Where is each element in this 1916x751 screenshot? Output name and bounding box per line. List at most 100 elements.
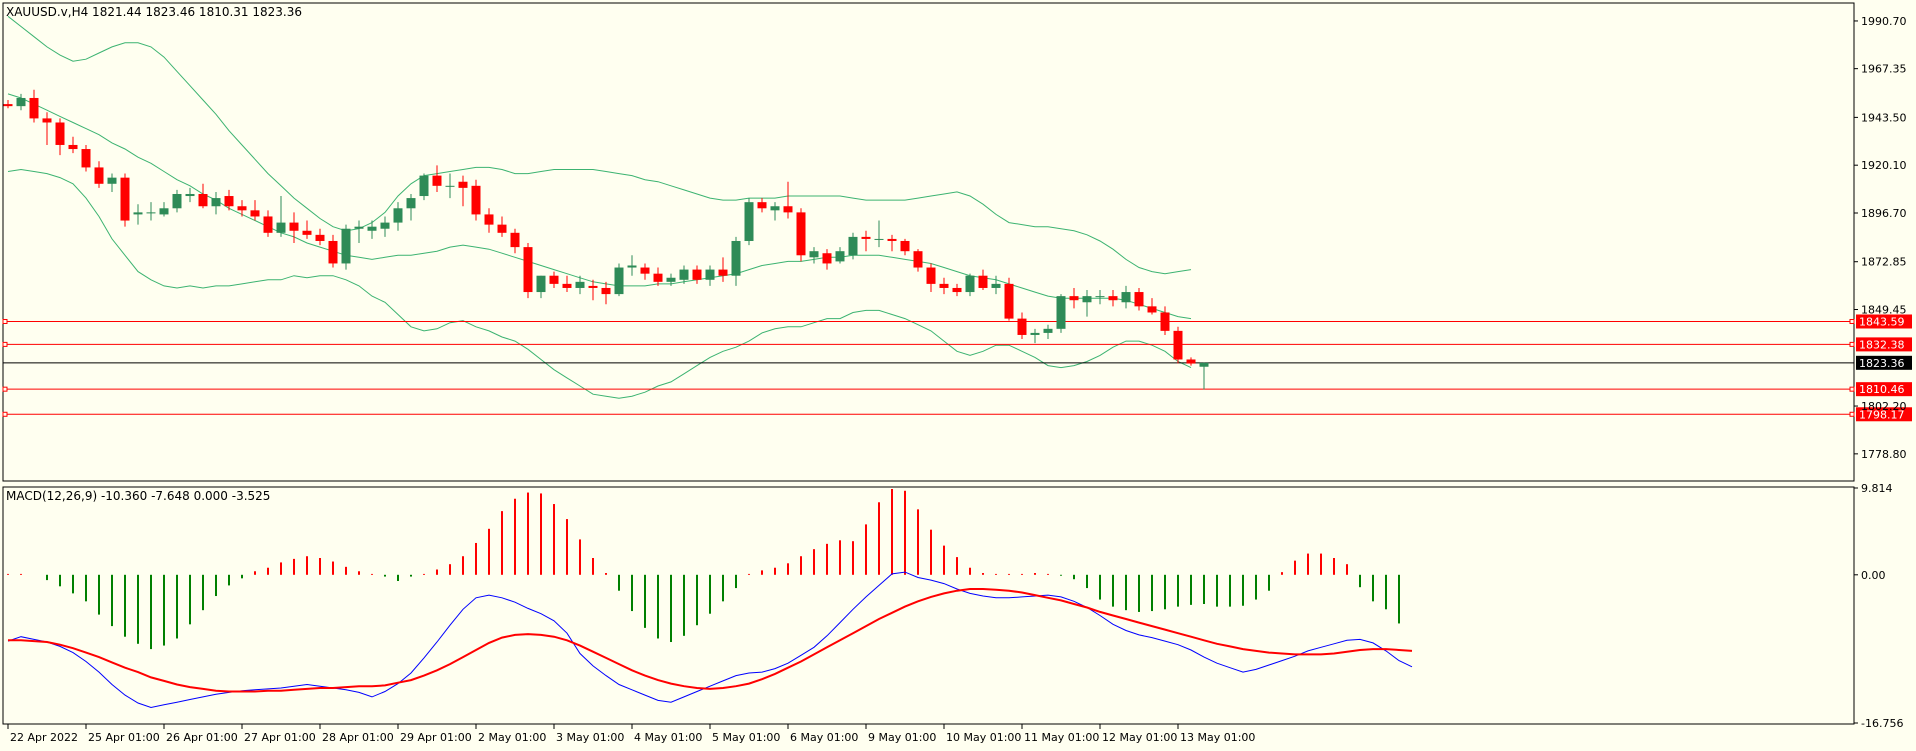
macd-tick-label: 0.00 [1861,569,1886,582]
candle-body-bear [523,247,533,293]
time-tick-label: 10 May 01:00 [946,731,1021,744]
candle-body-bear [250,210,260,217]
level-line-handle-left [2,386,8,392]
candle-body-bull [874,238,884,240]
candle-body-bear [549,275,559,284]
candle-body-bull [393,208,403,223]
current-price-tag-bg [1856,355,1912,370]
price-tick-label: 1896.70 [1861,207,1907,220]
candle-body-bear [1004,283,1014,319]
candle-body-bull [354,226,364,229]
candle-body-bull [146,212,156,214]
candle-body-bear [471,185,481,215]
level-price-tag: 1810.46 [1859,383,1905,396]
candle-body-bear [1173,330,1183,360]
candle-body-bear [458,181,468,188]
level-price-tag: 1832.38 [1859,338,1905,351]
candle-body-bear [263,216,273,233]
candle-body-bear [757,202,767,209]
level-price-tag-bg [1856,337,1912,352]
candle-body-bear [1069,296,1079,301]
symbol-header: XAUUSD.v,H4 1821.44 1823.46 1810.31 1823… [6,5,302,19]
macd-tick-label: 9.814 [1861,482,1893,495]
candle-body-bear [653,273,663,282]
candle-body-bear [1186,359,1196,364]
candle-body-bear [198,193,208,207]
candle-body-bear [978,275,988,288]
candle-body-bear [42,118,52,123]
level-line-handle-left [2,341,8,347]
candle-body-bear [484,214,494,225]
macd-pane-frame [2,486,1855,725]
candle-body-bull [107,177,117,184]
candle-body-bull [536,275,546,293]
candle-body-bull [965,275,975,293]
candle-body-bear [432,175,442,186]
candle-body-bear [900,240,910,252]
candle-body-bear [913,251,923,268]
candle-body-bull [627,265,637,268]
time-tick-label: 9 May 01:00 [868,731,936,744]
bollinger-lower-line [7,168,1192,399]
candle-body-bear [1108,296,1118,301]
candle-body-bull [575,281,585,288]
candle-body-bull [614,267,624,295]
candle-body-bull [211,198,221,207]
macd-signal-line [8,588,1413,693]
candle-body-bull [276,222,286,233]
candle-body-bear [822,253,832,264]
candle-body-bear [939,283,949,288]
candle-body-bear [861,236,871,239]
candle-body-bull [731,240,741,276]
macd-lines [7,571,1413,709]
candle-body-bear [887,238,897,241]
candle-body-bull [835,251,845,262]
candle-body-bear [562,283,572,288]
macd-axis: 9.814 0.00 -16.756 [1854,482,1903,730]
time-tick-label: 27 Apr 01:00 [244,731,316,744]
time-tick-label: 11 May 01:00 [1024,731,1099,744]
time-tick-label: 4 May 01:00 [634,731,702,744]
time-tick-label: 6 May 01:00 [790,731,858,744]
candle-body-bear [952,287,962,293]
level-line-handle-right [1849,341,1855,347]
candle-body-bear [328,240,338,264]
level-price-tag-bg [1856,407,1912,422]
candle-body-bull [744,202,754,241]
level-line-handle-left [2,318,8,324]
price-tick-label: 1990.70 [1861,15,1907,28]
candle-body-bull [367,226,377,231]
candle-body-bull [705,269,715,280]
level-line-handle-right [1849,411,1855,417]
candle-body-bear [302,230,312,235]
candle-body-bear [926,267,936,284]
candle-body-bull [809,251,819,258]
price-axis: 1843.59 1832.38 1810.46 1798.17 1990.70 1967.… [1854,15,1912,461]
price-tick-label: 1920.10 [1861,159,1907,172]
level-price-tag-bg [1856,314,1912,329]
candle-body-bear [237,206,247,211]
candle-body-bull [666,277,676,282]
time-tick-label: 2 May 01:00 [478,731,546,744]
candle-body-bull [991,283,1001,288]
candle-body-bear [224,196,234,207]
candles [3,89,1209,390]
candle-body-bull [445,185,455,187]
candle-body-bear [29,97,39,119]
level-line-handle-left [2,411,8,417]
price-tick-label: 1778.80 [1861,448,1907,461]
time-tick-label: 3 May 01:00 [556,731,624,744]
price-tick-label: 1872.85 [1861,256,1907,269]
macd-header: MACD(12,26,9) -10.360 -7.648 0.000 -3.52… [6,489,270,503]
candle-body-bull [380,222,390,229]
candle-body-bear [3,104,13,107]
price-tick-label: 1967.35 [1861,63,1907,76]
time-tick-label: 26 Apr 01:00 [166,731,238,744]
candle-body-bear [588,285,598,288]
candle-body-bull [419,175,429,197]
candle-body-bear [1134,292,1144,307]
candle-body-bull [159,208,169,215]
candle-body-bear [289,222,299,231]
